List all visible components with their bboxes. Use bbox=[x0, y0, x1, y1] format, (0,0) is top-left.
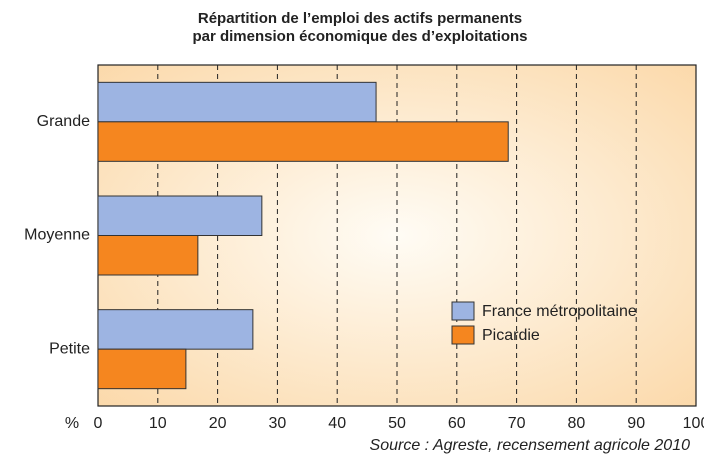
bar bbox=[97, 81, 377, 123]
chart-title: par dimension économique des d’exploitat… bbox=[192, 28, 527, 45]
legend-label: France métropolitaine bbox=[482, 303, 637, 320]
legend-label: Picardie bbox=[482, 327, 540, 344]
legend-swatch bbox=[451, 325, 475, 345]
bar bbox=[97, 348, 187, 390]
x-tick-label: 70 bbox=[508, 415, 526, 432]
x-tick-label: 40 bbox=[328, 415, 346, 432]
bar bbox=[97, 309, 254, 350]
y-tick-label: Grande bbox=[37, 113, 90, 130]
y-tick-label: Moyenne bbox=[24, 227, 90, 244]
legend-swatch bbox=[451, 301, 475, 321]
x-tick-label: 10 bbox=[149, 415, 167, 432]
x-tick-label: 60 bbox=[448, 415, 466, 432]
chart-title: Répartition de l’emploi des actifs perma… bbox=[198, 10, 522, 27]
x-tick-label: 20 bbox=[209, 415, 227, 432]
x-tick-label: 30 bbox=[269, 415, 287, 432]
x-tick-label: 90 bbox=[627, 415, 645, 432]
x-tick-label: 80 bbox=[568, 415, 586, 432]
y-tick-label: Petite bbox=[49, 340, 90, 357]
bar bbox=[97, 121, 509, 162]
bar bbox=[97, 195, 263, 236]
x-axis-label: % bbox=[65, 415, 79, 432]
bar bbox=[97, 235, 199, 276]
x-tick-label: 100 bbox=[683, 415, 704, 432]
source: Source : Agreste, recensement agricole 2… bbox=[370, 437, 691, 454]
x-tick-label: 0 bbox=[94, 415, 103, 432]
x-tick-label: 50 bbox=[388, 415, 406, 432]
